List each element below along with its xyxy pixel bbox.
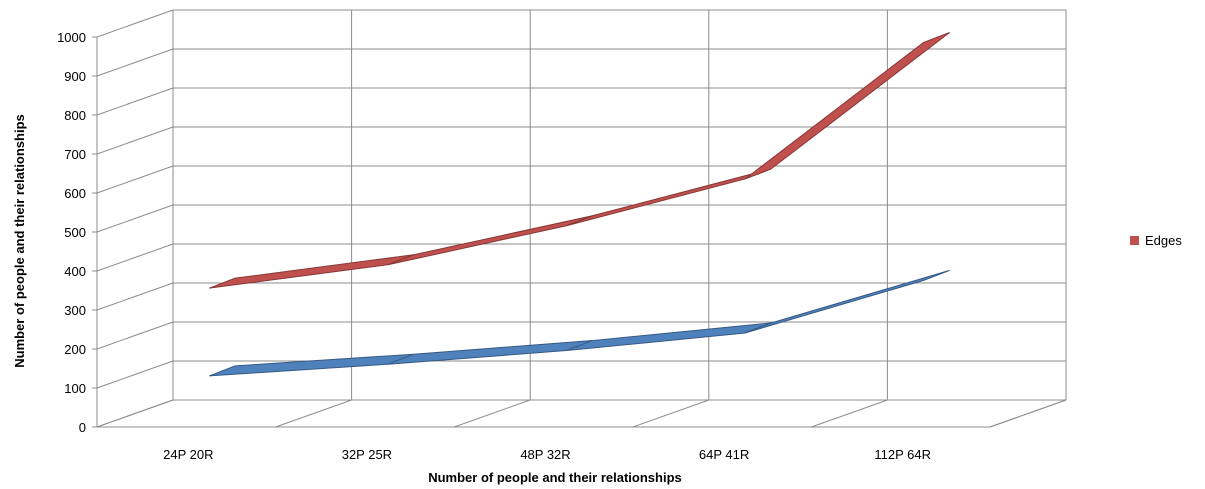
series-group bbox=[209, 31, 950, 377]
side-wall-gridline bbox=[96, 165, 174, 194]
y-tick-label: 400 bbox=[64, 264, 86, 279]
floor-divider bbox=[989, 399, 1067, 428]
side-wall-gridline bbox=[96, 282, 174, 311]
legend-swatch-edges bbox=[1130, 236, 1139, 245]
y-tick-label: 1000 bbox=[57, 30, 86, 45]
y-tick-label: 600 bbox=[64, 186, 86, 201]
floor-divider bbox=[275, 399, 352, 428]
side-wall-gridline bbox=[96, 9, 174, 38]
x-tick-label: 32P 25R bbox=[342, 447, 392, 462]
x-tick-label: 64P 41R bbox=[699, 447, 749, 462]
y-tick-label: 500 bbox=[64, 225, 86, 240]
y-axis-ticks: 0 100 200 300 400 500 600 700 800 900 1000 bbox=[57, 30, 97, 435]
y-tick-label: 800 bbox=[64, 108, 86, 123]
series-segment bbox=[744, 269, 950, 334]
data-point bbox=[757, 173, 759, 175]
x-axis-ticks: 24P 20R 32P 25R 48P 32R 64P 41R 112P 64R bbox=[163, 447, 931, 462]
data-point bbox=[935, 36, 938, 39]
floor-divider bbox=[454, 399, 531, 428]
side-wall-gridline bbox=[96, 243, 174, 272]
y-tick-label: 0 bbox=[79, 420, 86, 435]
data-point bbox=[400, 358, 402, 361]
side-wall-gridline bbox=[96, 360, 174, 389]
side-wall-gridline bbox=[96, 87, 174, 116]
x-tick-label: 24P 20R bbox=[163, 447, 213, 462]
y-axis-title: Number of people and their relationships bbox=[12, 114, 27, 368]
series-segment bbox=[566, 322, 772, 352]
y-tick-label: 900 bbox=[64, 69, 86, 84]
series-segment bbox=[209, 353, 414, 377]
data-point bbox=[935, 274, 938, 277]
data-point bbox=[757, 327, 759, 329]
floor-divider bbox=[811, 399, 888, 428]
x-axis-title: Number of people and their relationships bbox=[428, 470, 682, 485]
series-series-2 bbox=[209, 269, 950, 377]
side-wall-gridline bbox=[96, 48, 174, 77]
data-point bbox=[221, 370, 224, 372]
data-point bbox=[578, 344, 581, 347]
floor-divider bbox=[632, 399, 709, 428]
side-wall-gridline bbox=[96, 321, 174, 350]
legend-label-edges: Edges bbox=[1145, 233, 1182, 248]
series-segment bbox=[387, 215, 593, 266]
x-tick-label: 48P 32R bbox=[520, 447, 570, 462]
y-tick-label: 100 bbox=[64, 381, 86, 396]
series-segment bbox=[566, 168, 772, 227]
data-point bbox=[578, 219, 581, 222]
x-tick-label: 112P 64R bbox=[874, 447, 931, 462]
data-point bbox=[221, 282, 224, 284]
y-tick-label: 200 bbox=[64, 342, 86, 357]
side-wall-gridline bbox=[96, 399, 174, 428]
y-tick-label: 300 bbox=[64, 303, 86, 318]
gridlines bbox=[96, 9, 1067, 428]
series-edges bbox=[209, 31, 950, 289]
y-tick-label: 700 bbox=[64, 147, 86, 162]
side-wall-gridline bbox=[96, 204, 174, 233]
side-wall-gridline bbox=[96, 126, 174, 155]
legend: Edges bbox=[1130, 233, 1182, 248]
data-point bbox=[400, 258, 402, 261]
series-segment bbox=[744, 31, 950, 180]
